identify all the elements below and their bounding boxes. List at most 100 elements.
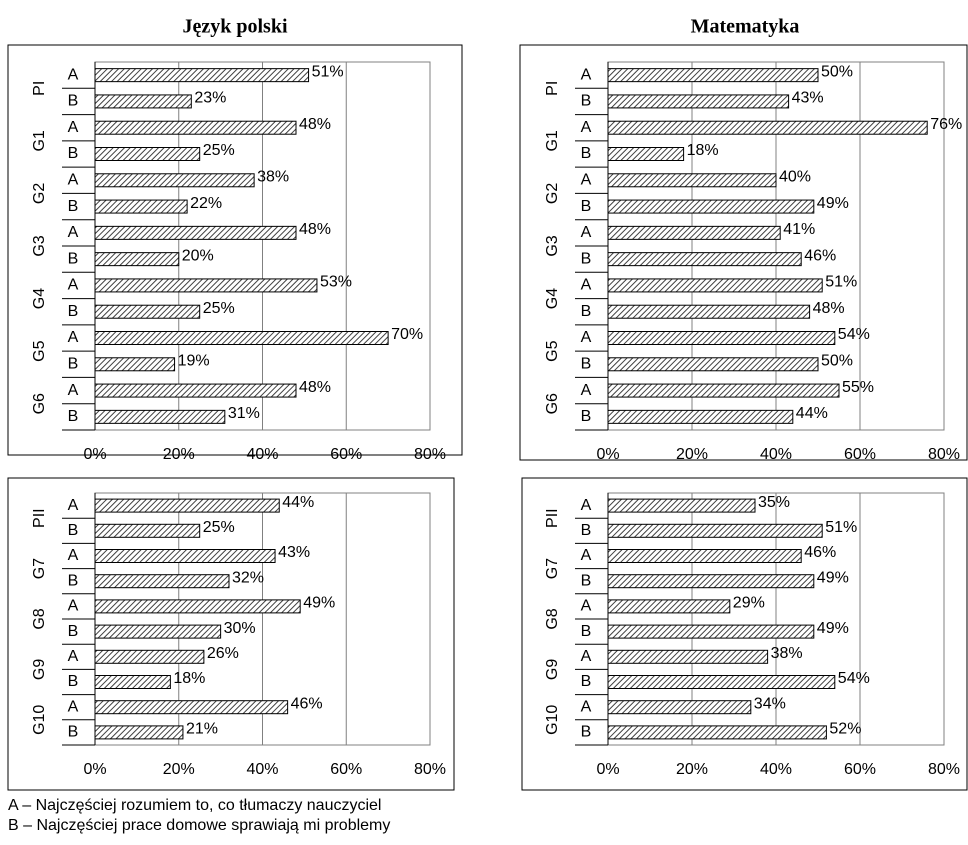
bar (607, 649, 769, 664)
x-tick-label: 0% (83, 761, 106, 778)
bar (94, 278, 318, 293)
value-label: 48% (299, 116, 331, 133)
series-label: B (68, 356, 79, 373)
series-label: A (68, 598, 79, 615)
series-label: B (581, 198, 592, 215)
chart-title: Matematyka (691, 16, 800, 38)
value-label: 29% (733, 595, 765, 612)
value-label: 20% (182, 247, 214, 264)
series-label: A (68, 648, 79, 665)
bar (607, 120, 928, 135)
series-label: B (581, 724, 592, 741)
category-label: G3 (544, 235, 561, 256)
series-label: B (581, 93, 592, 110)
series-label: A (581, 277, 592, 294)
series-label: B (581, 303, 592, 320)
bar (607, 624, 815, 639)
note: A – Najczęściej rozumiem to, co tłumaczy… (8, 797, 381, 814)
category-label: G10 (544, 705, 561, 735)
series-label: A (68, 382, 79, 399)
value-label: 54% (838, 326, 870, 343)
bar (607, 225, 781, 240)
chart-frame (521, 477, 968, 791)
value-label: 18% (173, 670, 205, 687)
value-label: 51% (825, 274, 857, 291)
series-label: B (68, 93, 79, 110)
x-tick-label: 40% (246, 446, 278, 463)
value-label: 41% (783, 221, 815, 238)
x-tick-label: 20% (163, 446, 195, 463)
value-label: 44% (282, 494, 314, 511)
category-label: G9 (31, 659, 48, 680)
value-label: 34% (754, 695, 786, 712)
series-label: B (581, 572, 592, 589)
bar (607, 304, 811, 319)
value-label: 23% (194, 90, 226, 107)
category-label: G1 (544, 130, 561, 151)
bar (94, 173, 255, 188)
bar (94, 574, 230, 589)
bar (94, 498, 280, 513)
series-label: A (581, 547, 592, 564)
bar (607, 94, 790, 109)
bar (607, 68, 819, 83)
series-label: A (581, 598, 592, 615)
value-label: 26% (207, 645, 239, 662)
value-label: 44% (796, 405, 828, 422)
category-label: PII (544, 508, 561, 528)
category-label: G9 (544, 659, 561, 680)
series-label: A (68, 698, 79, 715)
x-tick-label: 60% (330, 446, 362, 463)
category-label: G8 (31, 608, 48, 629)
series-label: A (68, 329, 79, 346)
category-label: G4 (544, 288, 561, 309)
category-label: G6 (31, 393, 48, 414)
value-label: 25% (203, 519, 235, 536)
bar (607, 383, 840, 398)
series-label: A (581, 329, 592, 346)
value-label: 21% (186, 721, 218, 738)
bar (607, 252, 802, 267)
series-label: B (68, 623, 79, 640)
category-label: G1 (31, 130, 48, 151)
value-label: 49% (303, 595, 335, 612)
value-label: 46% (804, 544, 836, 561)
value-label: 53% (320, 274, 352, 291)
value-label: 51% (825, 519, 857, 536)
series-label: B (68, 522, 79, 539)
category-label: G7 (31, 558, 48, 579)
bar (94, 523, 201, 538)
category-label: G2 (31, 183, 48, 204)
series-label: A (68, 119, 79, 136)
series-label: A (581, 119, 592, 136)
x-tick-label: 40% (760, 761, 792, 778)
x-tick-label: 80% (414, 761, 446, 778)
bar (607, 700, 752, 715)
series-label: A (68, 547, 79, 564)
series-label: A (581, 382, 592, 399)
bar (94, 675, 171, 689)
bar (607, 549, 802, 563)
category-label: PI (31, 81, 48, 96)
value-label: 49% (817, 620, 849, 637)
value-label: 46% (804, 247, 836, 264)
bar (94, 624, 222, 639)
bar (94, 304, 201, 319)
series-label: A (581, 648, 592, 665)
note: B – Najczęściej prace domowe sprawiają m… (8, 817, 390, 834)
category-label: G5 (31, 340, 48, 361)
category-label: G7 (544, 558, 561, 579)
value-label: 48% (299, 221, 331, 238)
series-label: A (581, 698, 592, 715)
bar (94, 147, 201, 161)
bar (94, 383, 297, 398)
series-label: A (581, 497, 592, 514)
bar (607, 675, 836, 689)
bar (607, 498, 756, 513)
x-tick-label: 60% (844, 446, 876, 463)
value-label: 40% (779, 169, 811, 186)
bar (94, 357, 176, 372)
value-label: 54% (838, 670, 870, 687)
category-label: G6 (544, 393, 561, 414)
